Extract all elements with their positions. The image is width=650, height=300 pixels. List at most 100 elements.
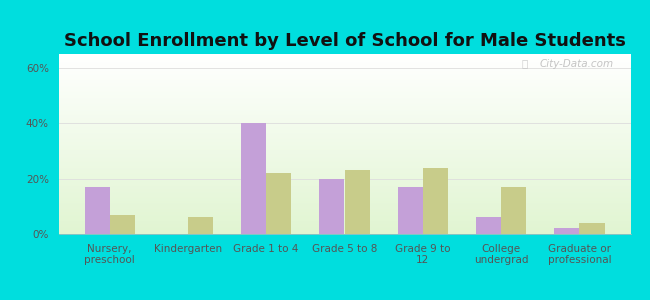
Bar — [58, 228, 630, 229]
Bar — [58, 217, 630, 218]
Bar — [58, 194, 630, 195]
Bar — [58, 109, 630, 110]
Bar — [58, 110, 630, 111]
Bar — [58, 175, 630, 176]
Bar — [58, 91, 630, 92]
Bar — [58, 107, 630, 108]
Bar — [58, 73, 630, 74]
Bar — [58, 125, 630, 126]
Bar — [58, 158, 630, 159]
Bar — [266, 173, 291, 234]
Bar — [58, 94, 630, 95]
Bar — [58, 163, 630, 164]
Bar — [58, 177, 630, 178]
Bar — [58, 193, 630, 194]
Bar — [58, 102, 630, 103]
Bar — [554, 229, 579, 234]
Bar — [58, 219, 630, 220]
Bar — [58, 63, 630, 64]
Bar — [58, 172, 630, 173]
Bar — [58, 188, 630, 189]
Bar — [58, 148, 630, 149]
Bar — [110, 214, 135, 234]
Bar — [58, 221, 630, 222]
Bar — [58, 168, 630, 169]
Bar — [58, 137, 630, 138]
Bar — [58, 129, 630, 130]
Bar — [58, 143, 630, 144]
Bar — [58, 232, 630, 233]
Bar — [58, 96, 630, 97]
Bar — [58, 75, 630, 76]
Bar — [58, 85, 630, 86]
Bar — [58, 186, 630, 187]
Bar — [58, 226, 630, 227]
Bar — [58, 68, 630, 69]
Bar — [58, 79, 630, 80]
Bar — [319, 178, 344, 234]
Bar — [579, 223, 604, 234]
Bar — [58, 133, 630, 134]
Bar — [58, 150, 630, 151]
Bar — [58, 229, 630, 230]
Bar — [398, 187, 423, 234]
Bar — [501, 187, 526, 234]
Bar — [58, 54, 630, 55]
Bar — [58, 145, 630, 146]
Bar — [58, 117, 630, 118]
Bar — [58, 140, 630, 141]
Bar — [58, 106, 630, 107]
Bar — [58, 212, 630, 213]
Bar — [58, 72, 630, 73]
Bar — [58, 118, 630, 119]
Bar — [58, 146, 630, 147]
Bar — [422, 167, 448, 234]
Bar — [58, 201, 630, 202]
Bar — [58, 71, 630, 72]
Bar — [58, 86, 630, 87]
Bar — [58, 165, 630, 166]
Bar — [58, 97, 630, 98]
Bar — [58, 80, 630, 81]
Bar — [58, 113, 630, 114]
Bar — [58, 69, 630, 70]
Title: School Enrollment by Level of School for Male Students: School Enrollment by Level of School for… — [64, 32, 625, 50]
Bar — [58, 231, 630, 232]
Bar — [241, 123, 266, 234]
Bar — [58, 185, 630, 186]
Bar — [58, 138, 630, 139]
Bar — [58, 76, 630, 77]
Bar — [58, 112, 630, 113]
Bar — [58, 82, 630, 83]
Bar — [58, 200, 630, 201]
Bar — [58, 160, 630, 161]
Bar — [58, 153, 630, 154]
Bar — [58, 85, 630, 86]
Bar — [58, 176, 630, 177]
Bar — [58, 62, 630, 63]
Bar — [58, 225, 630, 226]
Bar — [58, 105, 630, 106]
Bar — [58, 141, 630, 142]
Bar — [58, 181, 630, 182]
Bar — [58, 224, 630, 225]
Bar — [58, 149, 630, 150]
Bar — [58, 218, 630, 219]
Bar — [58, 204, 630, 205]
Bar — [58, 108, 630, 109]
Bar — [58, 156, 630, 157]
Bar — [58, 199, 630, 200]
Bar — [58, 121, 630, 122]
Bar — [58, 135, 630, 136]
Bar — [58, 147, 630, 148]
Bar — [58, 95, 630, 96]
Bar — [58, 115, 630, 116]
Bar — [58, 116, 630, 117]
Bar — [58, 209, 630, 210]
Bar — [58, 74, 630, 75]
Bar — [58, 92, 630, 93]
Bar — [58, 78, 630, 79]
Bar — [58, 203, 630, 204]
Bar — [58, 157, 630, 158]
Bar — [58, 60, 630, 61]
